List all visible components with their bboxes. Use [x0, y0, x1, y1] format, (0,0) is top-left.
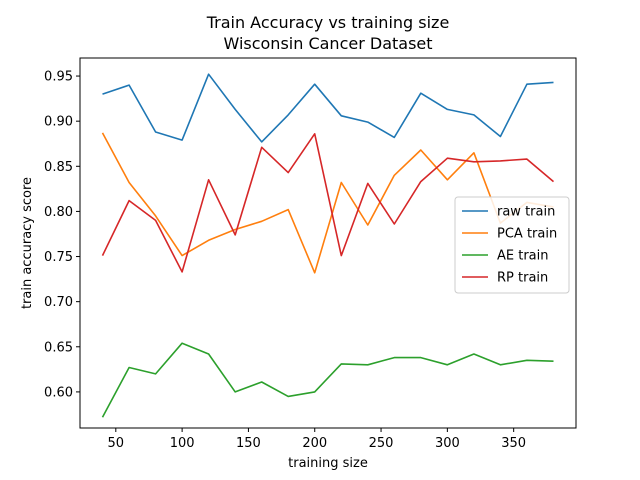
series-line-1	[101, 132, 554, 274]
legend-label-0: raw train	[497, 205, 555, 220]
chart-subtitle: Wisconsin Cancer Dataset	[223, 34, 432, 53]
plot-frame	[79, 57, 577, 429]
x-tick-label: 350	[501, 436, 526, 451]
series-line-3	[101, 133, 555, 273]
y-axis-label: train accuracy score	[20, 177, 35, 309]
x-tick-label: 50	[108, 436, 125, 451]
x-axis-label: training size	[288, 456, 368, 471]
y-tick-label: 0.85	[44, 160, 73, 175]
y-tick-label: 0.90	[44, 115, 73, 130]
y-tick-label: 0.60	[44, 385, 73, 400]
legend-label-1: PCA train	[497, 227, 557, 242]
x-tick-label: 250	[369, 436, 394, 451]
series-line-0	[102, 73, 554, 143]
y-tick-label: 0.75	[44, 250, 73, 265]
x-axis: 50 100 150 200 250 300 350	[108, 428, 526, 451]
x-tick-label: 100	[170, 436, 195, 451]
y-tick-label: 0.80	[44, 205, 73, 220]
y-tick-label: 0.95	[44, 70, 73, 85]
y-axis: 0.60 0.65 0.70 0.75 0.80 0.85 0.90 0.95	[44, 70, 80, 400]
x-tick-label: 200	[302, 436, 327, 451]
chart-title: Train Accuracy vs training size	[206, 13, 450, 32]
legend-label-2: AE train	[497, 249, 549, 264]
y-tick-label: 0.65	[44, 340, 73, 355]
legend-box	[454, 196, 570, 294]
x-tick-label: 300	[435, 436, 460, 451]
legend: raw train PCA train AE train RP train	[454, 196, 570, 294]
legend-label-3: RP train	[497, 271, 548, 286]
y-tick-label: 0.70	[44, 295, 73, 310]
series-layer	[101, 73, 555, 418]
x-tick-label: 150	[236, 436, 261, 451]
series-line-2	[101, 342, 554, 418]
